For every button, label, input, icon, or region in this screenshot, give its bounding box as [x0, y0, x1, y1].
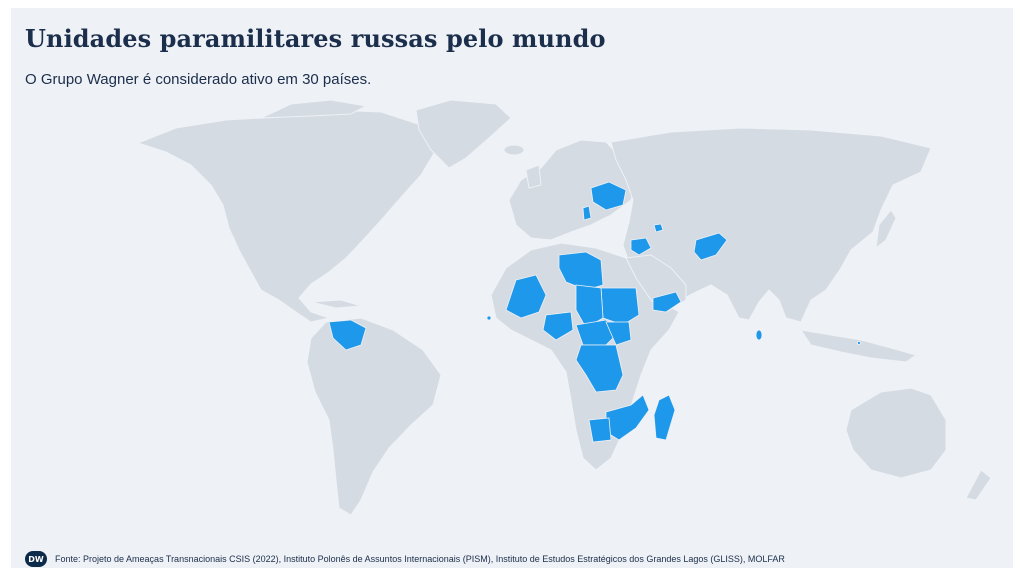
southeast-asia-islands: [799, 329, 918, 363]
country-afghanistan: [693, 232, 728, 261]
country-mali: [505, 274, 547, 319]
country-yemen: [652, 291, 682, 313]
country-syria: [630, 237, 652, 256]
japan: [875, 209, 897, 250]
country-philippines-dot: [857, 341, 861, 345]
british-isles: [525, 164, 542, 189]
country-moldova-region: [582, 205, 592, 221]
wagner-active-countries: [328, 181, 861, 443]
chart-card: Unidades paramilitares russas pelo mundo…: [11, 8, 1013, 568]
country-guinea-bissau: [486, 315, 492, 321]
page-title: Unidades paramilitares russas pelo mundo: [25, 24, 606, 53]
dw-logo: DW: [25, 551, 47, 567]
north-america: [136, 109, 437, 323]
footer: DW Fonte: Projeto de Ameaças Transnacion…: [25, 551, 785, 567]
australia: [845, 387, 947, 479]
country-sri-lanka: [755, 329, 763, 341]
page-subtitle: O Grupo Wagner é considerado ativo em 30…: [25, 71, 372, 88]
greenland: [415, 100, 512, 169]
country-south-sudan: [605, 321, 632, 346]
asia: [610, 127, 932, 323]
land-masses: [136, 100, 992, 516]
south-america: [306, 317, 442, 516]
country-armenia: [653, 223, 664, 233]
country-venezuela: [328, 319, 367, 351]
new-zealand: [965, 469, 992, 501]
cuba: [310, 299, 362, 309]
country-ukraine: [590, 181, 627, 211]
world-map: [136, 100, 992, 516]
country-drc: [575, 344, 624, 393]
source-note: Fonte: Projeto de Ameaças Transnacionais…: [55, 554, 785, 564]
country-angola-region: [588, 417, 612, 443]
country-nigeria: [542, 311, 574, 341]
country-madagascar: [653, 394, 676, 441]
iceland: [503, 144, 525, 156]
arctic-islands: [260, 100, 368, 119]
